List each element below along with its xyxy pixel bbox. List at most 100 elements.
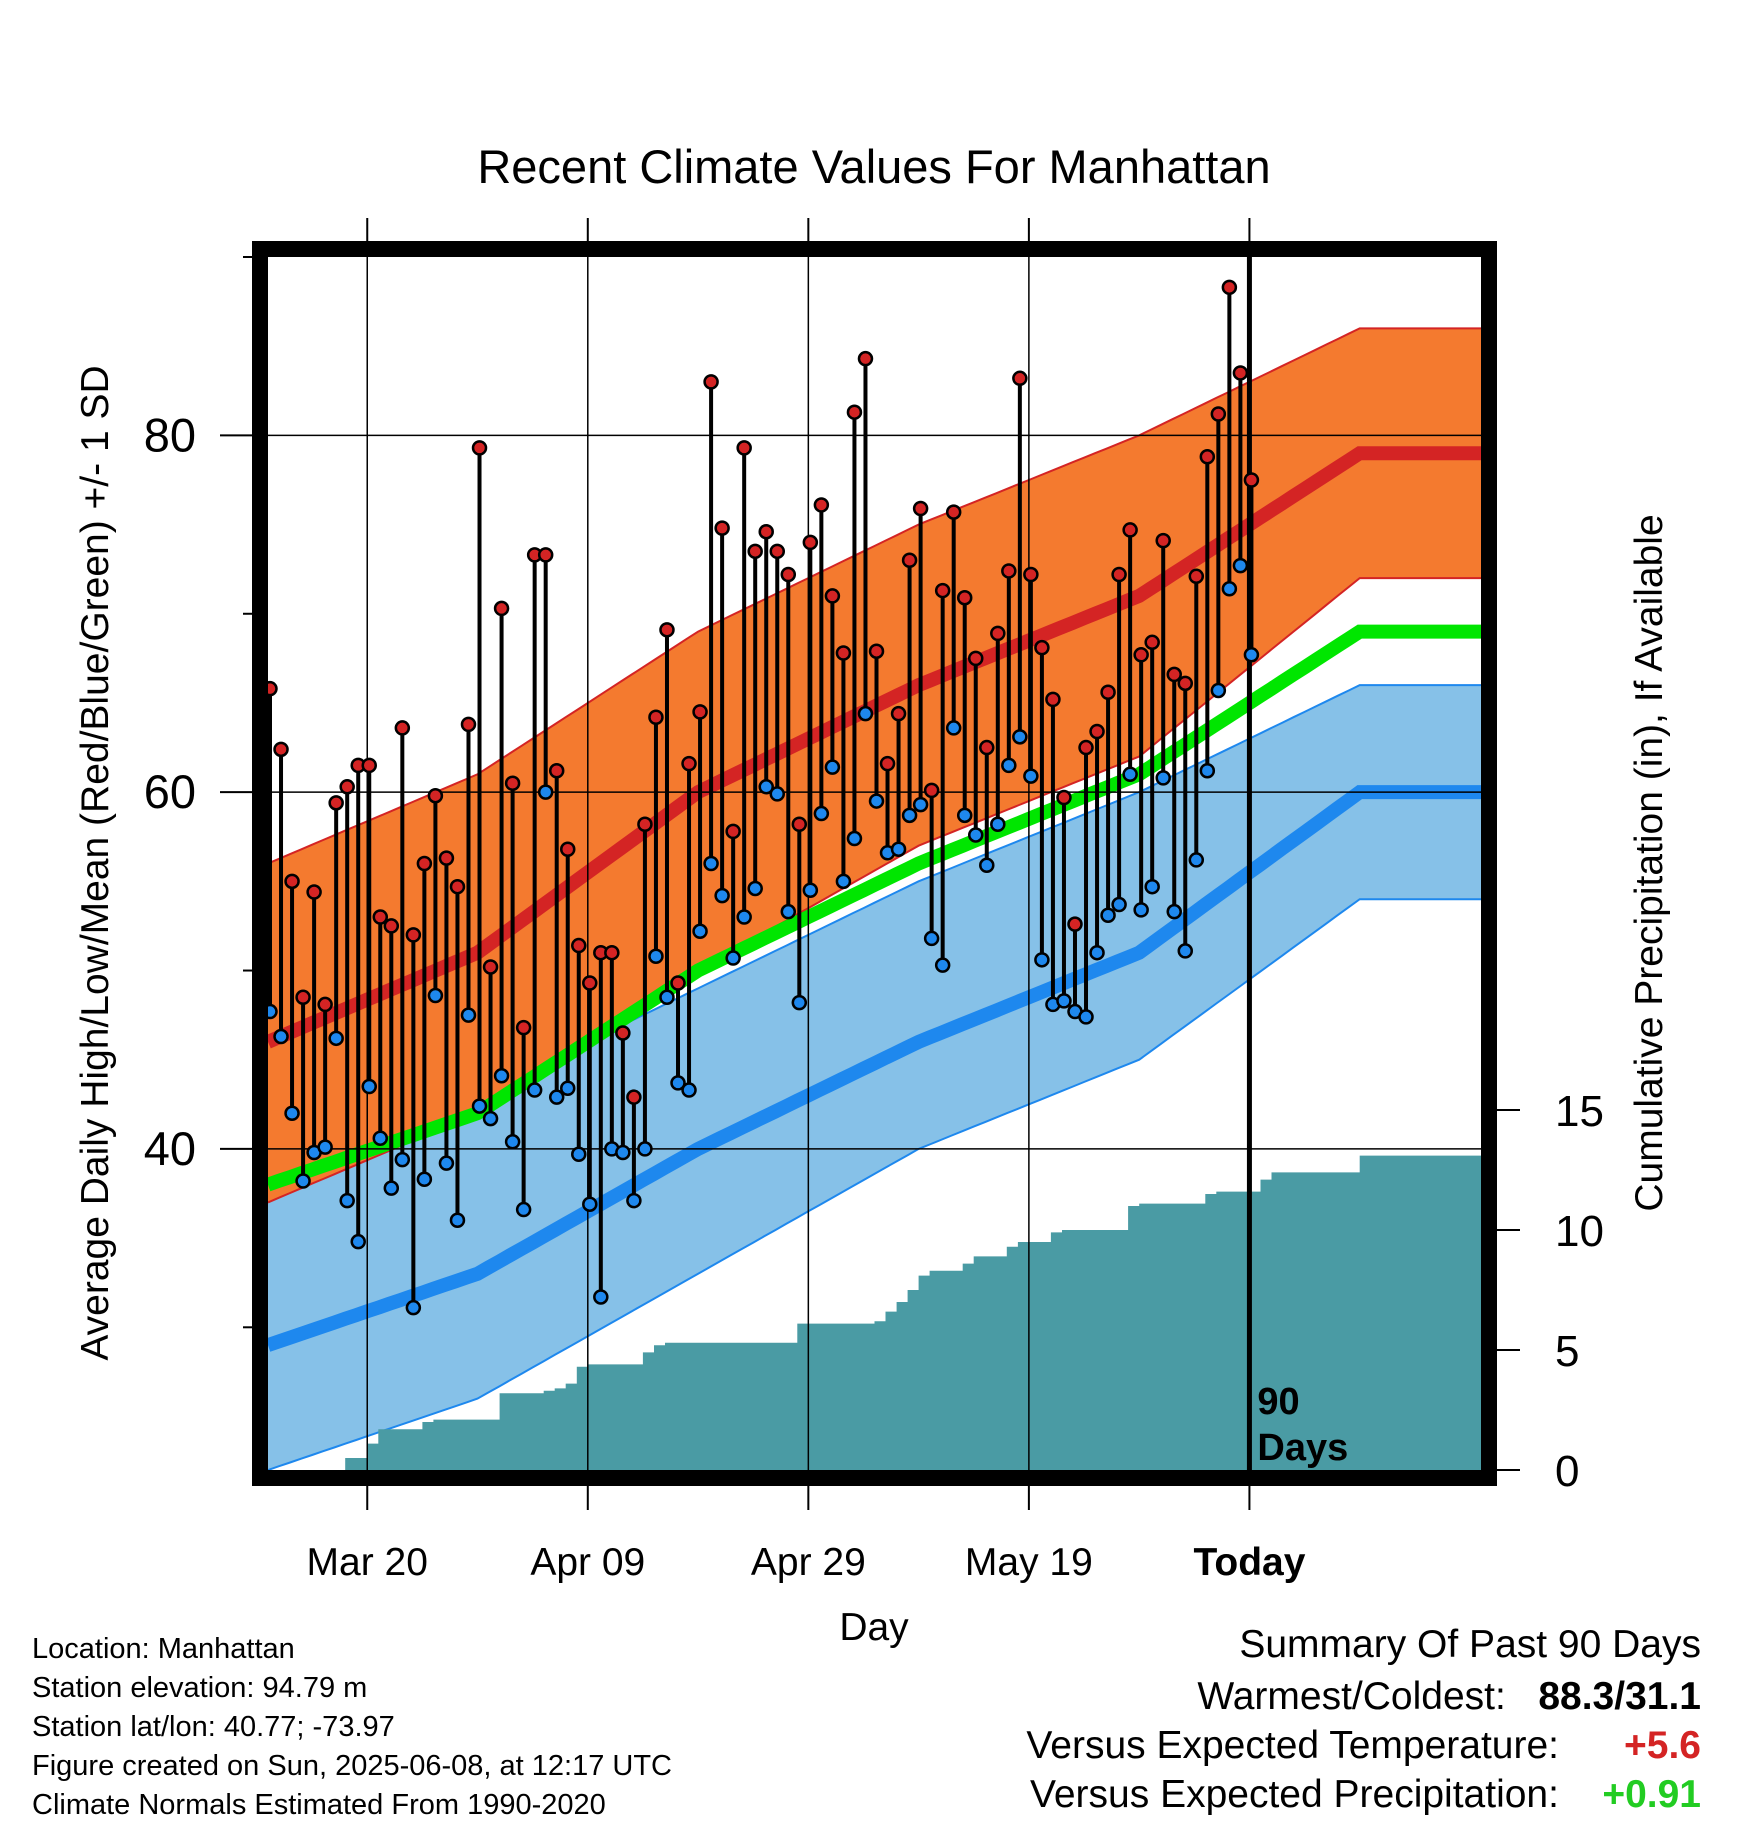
daily-high-point	[482, 959, 499, 975]
daily-low-point	[802, 882, 819, 899]
daily-low-point	[449, 1212, 466, 1229]
daily-low-point	[681, 1082, 697, 1098]
daily-low-point	[1177, 943, 1194, 959]
daily-low-point	[460, 1007, 477, 1023]
daily-low-point	[372, 1130, 389, 1146]
daily-high-point	[615, 1025, 631, 1041]
daily-low-point	[857, 705, 874, 722]
summary-temp-label: Versus Expected Temperature:	[1026, 1724, 1559, 1767]
plot-frame	[252, 241, 1497, 1486]
daily-low-point	[493, 1068, 510, 1084]
daily-high-point	[1111, 566, 1127, 583]
daily-high-point	[317, 996, 333, 1013]
daily-high-point	[582, 975, 598, 991]
daily-low-point	[482, 1110, 499, 1127]
daily-low-point	[725, 950, 741, 966]
daily-low-point	[990, 816, 1006, 833]
daily-low-point	[901, 807, 918, 824]
y-tick-label: 80	[144, 408, 196, 461]
daily-low-point	[593, 1289, 609, 1305]
daily-high-point	[846, 404, 863, 420]
daily-high-point	[1144, 634, 1160, 651]
daily-low-point	[714, 887, 730, 904]
daily-high-point	[416, 855, 433, 872]
daily-low-point	[394, 1151, 411, 1168]
daily-high-point	[780, 566, 797, 583]
daily-high-point	[1221, 279, 1238, 296]
daily-low-point	[548, 1089, 565, 1105]
summary-warm-cold: Warmest/Coldest: 88.3/31.1	[1197, 1677, 1701, 1716]
daily-high-point	[1210, 406, 1227, 422]
daily-low-point	[471, 1098, 488, 1114]
daily-low-point	[626, 1192, 642, 1209]
summary-temp-value: +5.6	[1624, 1724, 1701, 1767]
daily-high-point	[295, 989, 311, 1006]
daily-low-point	[1034, 952, 1050, 968]
daily-low-point	[328, 1030, 344, 1047]
daily-low-point	[1199, 762, 1216, 779]
daily-high-point	[714, 520, 730, 536]
daily-high-point	[1188, 568, 1205, 585]
daily-high-point	[438, 850, 455, 866]
daily-high-point	[868, 643, 885, 659]
daily-high-point	[769, 543, 786, 560]
daily-low-point	[1243, 647, 1260, 663]
summary-warm-cold-value: 88.3/31.1	[1538, 1675, 1701, 1718]
info-latlon: Station lat/lon: 40.77; -73.97	[32, 1711, 395, 1743]
daily-low-point	[273, 1028, 289, 1045]
daily-low-point	[637, 1141, 653, 1157]
daily-high-point	[1177, 675, 1194, 692]
daily-high-point	[361, 757, 377, 774]
daily-high-point	[956, 589, 973, 606]
daily-high-point	[559, 841, 576, 857]
x-tick-label: Apr 09	[530, 1541, 645, 1584]
info-created: Figure created on Sun, 2025-06-08, at 12…	[32, 1750, 672, 1782]
daily-high-point	[1012, 370, 1028, 387]
daily-low-point	[416, 1171, 433, 1187]
axes: Mar 20 Apr 09 Apr 29 May 19 Today 40 60 80 0 5 10 1…	[144, 218, 1604, 1584]
daily-high-point	[427, 787, 444, 804]
y-axis-label: Average Daily High/Low/Mean (Red/Blue/Gr…	[74, 365, 117, 1360]
daily-low-point	[504, 1134, 521, 1150]
daily-high-point	[515, 1019, 532, 1036]
daily-low-point	[846, 830, 863, 847]
daily-high-point	[471, 440, 488, 456]
daily-high-point	[1100, 684, 1116, 701]
daily-high-point	[791, 816, 808, 833]
daily-low-point	[1056, 993, 1072, 1009]
x-tick-label: Today	[1193, 1541, 1305, 1584]
daily-high-point	[449, 878, 466, 895]
daily-high-point	[1166, 666, 1182, 683]
daily-low-point	[1221, 581, 1238, 597]
daily-high-point	[934, 582, 951, 599]
daily-high-point	[571, 937, 587, 954]
x-axis-label: Day	[839, 1606, 909, 1649]
daily-low-point	[1111, 896, 1127, 913]
daily-high-point	[681, 755, 697, 772]
daily-high-point	[1199, 449, 1216, 465]
daily-high-point	[879, 755, 896, 772]
daily-low-point	[1100, 907, 1116, 923]
low-normal-line	[268, 785, 1481, 1352]
daily-low-point	[571, 1146, 587, 1163]
daily-low-point	[1089, 944, 1105, 961]
daily-low-point	[284, 1105, 300, 1121]
daily-high-point	[912, 500, 929, 517]
daily-low-point	[890, 841, 907, 857]
daily-high-point	[835, 645, 852, 661]
daily-low-point	[1133, 902, 1149, 918]
daily-high-point	[1089, 723, 1105, 740]
daily-low-point	[361, 1078, 377, 1095]
daily-low-point	[835, 873, 852, 890]
days-label: 90	[1257, 1381, 1299, 1423]
y2-axis-label: Cumulative Precipitation (in), If Availa…	[1628, 514, 1671, 1211]
daily-high-point	[1155, 532, 1171, 549]
daily-low-point	[956, 807, 973, 824]
daily-high-point	[460, 716, 477, 733]
daily-low-point	[1001, 757, 1017, 774]
daily-high-point	[1122, 522, 1138, 538]
daily-low-point	[1210, 682, 1227, 699]
daily-high-point	[626, 1089, 642, 1105]
daily-high-point	[1056, 789, 1072, 806]
daily-high-point	[548, 762, 565, 779]
